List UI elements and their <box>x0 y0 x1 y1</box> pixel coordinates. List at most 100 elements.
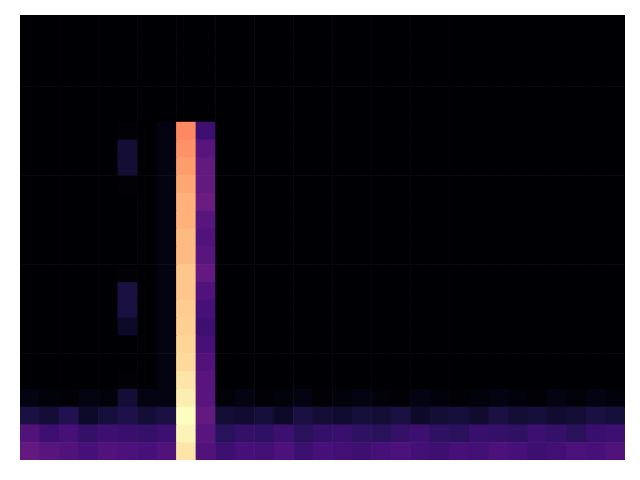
heatmap-cell <box>488 389 508 407</box>
heatmap-cell <box>469 68 489 86</box>
heatmap-cell <box>352 15 372 33</box>
heatmap-cell <box>586 193 606 211</box>
heatmap-cell <box>547 300 567 318</box>
heatmap-cell <box>235 282 255 300</box>
heatmap-cell <box>391 318 411 336</box>
heatmap-cell <box>605 211 625 229</box>
heatmap-cell <box>176 175 196 193</box>
heatmap-cell <box>235 318 255 336</box>
heatmap-cell <box>605 86 625 104</box>
heatmap-cell <box>527 51 547 69</box>
heatmap-cell <box>566 229 586 247</box>
heatmap-cell <box>59 175 79 193</box>
heatmap-cell <box>391 33 411 51</box>
heatmap-cell <box>605 15 625 33</box>
heatmap-cell <box>586 264 606 282</box>
heatmap-cell <box>176 68 196 86</box>
heatmap-cell <box>508 211 528 229</box>
heatmap-cell <box>488 193 508 211</box>
heatmap-cell <box>566 246 586 264</box>
heatmap-cell <box>371 15 391 33</box>
heatmap-cell <box>215 211 235 229</box>
heatmap-cell <box>547 246 567 264</box>
heatmap-cell <box>293 335 313 353</box>
heatmap-cell <box>430 211 450 229</box>
heatmap-cell <box>40 300 60 318</box>
heatmap-cell <box>352 51 372 69</box>
heatmap-cell <box>566 140 586 158</box>
heatmap-cell <box>215 15 235 33</box>
heatmap-cell <box>352 246 372 264</box>
heatmap-cell <box>488 264 508 282</box>
heatmap-cell <box>332 33 352 51</box>
heatmap-cell <box>527 157 547 175</box>
heatmap-cell <box>410 122 430 140</box>
heatmap-cell <box>430 424 450 442</box>
heatmap-cell <box>566 157 586 175</box>
heatmap-cell <box>469 264 489 282</box>
heatmap-cell <box>59 246 79 264</box>
heatmap-cell <box>332 193 352 211</box>
heatmap-cell <box>59 371 79 389</box>
heatmap-cell <box>508 33 528 51</box>
heatmap-cell <box>274 264 294 282</box>
heatmap-cell <box>352 335 372 353</box>
heatmap-cell <box>566 353 586 371</box>
heatmap-cell <box>488 424 508 442</box>
heatmap-cell <box>79 300 99 318</box>
heatmap-cell <box>215 442 235 460</box>
heatmap-cell <box>59 104 79 122</box>
heatmap-cell <box>79 371 99 389</box>
heatmap-cell <box>98 389 118 407</box>
heatmap-cell <box>469 335 489 353</box>
heatmap-cell <box>391 442 411 460</box>
heatmap-cell <box>118 140 138 158</box>
heatmap-cell <box>176 424 196 442</box>
heatmap-cell <box>371 407 391 425</box>
heatmap-cell <box>20 157 40 175</box>
heatmap-cell <box>176 300 196 318</box>
heatmap-cell <box>586 371 606 389</box>
heatmap-cell <box>157 175 177 193</box>
heatmap-cell <box>196 51 216 69</box>
heatmap-cell <box>274 193 294 211</box>
heatmap-cell <box>235 246 255 264</box>
heatmap-cell <box>293 246 313 264</box>
heatmap-cell <box>371 246 391 264</box>
heatmap-cell <box>508 15 528 33</box>
heatmap-cell <box>586 424 606 442</box>
heatmap-cell <box>59 318 79 336</box>
heatmap-cell <box>215 407 235 425</box>
heatmap-cell <box>196 33 216 51</box>
heatmap-cell <box>137 122 157 140</box>
heatmap-cell <box>235 211 255 229</box>
heatmap-cell <box>410 15 430 33</box>
heatmap-cell <box>215 140 235 158</box>
heatmap-cell <box>508 122 528 140</box>
heatmap-cell <box>20 175 40 193</box>
heatmap-cell <box>449 282 469 300</box>
heatmap-cell <box>586 282 606 300</box>
heatmap-cell <box>488 175 508 193</box>
heatmap-cell <box>469 104 489 122</box>
heatmap-cell <box>235 33 255 51</box>
heatmap-cell <box>293 211 313 229</box>
heatmap-cell <box>352 211 372 229</box>
heatmap-cell <box>235 193 255 211</box>
heatmap-cell <box>293 264 313 282</box>
heatmap-cell <box>235 15 255 33</box>
heatmap-cell <box>605 300 625 318</box>
heatmap-cell <box>20 264 40 282</box>
heatmap-cell <box>332 264 352 282</box>
heatmap-cell <box>469 122 489 140</box>
heatmap-cell <box>254 442 274 460</box>
heatmap-cell <box>40 175 60 193</box>
heatmap-cell <box>410 157 430 175</box>
heatmap-cell <box>332 175 352 193</box>
heatmap-cell <box>332 122 352 140</box>
heatmap-cell <box>98 175 118 193</box>
heatmap-cell <box>488 51 508 69</box>
heatmap-cell <box>449 33 469 51</box>
heatmap-cell <box>40 86 60 104</box>
heatmap-cell <box>586 140 606 158</box>
